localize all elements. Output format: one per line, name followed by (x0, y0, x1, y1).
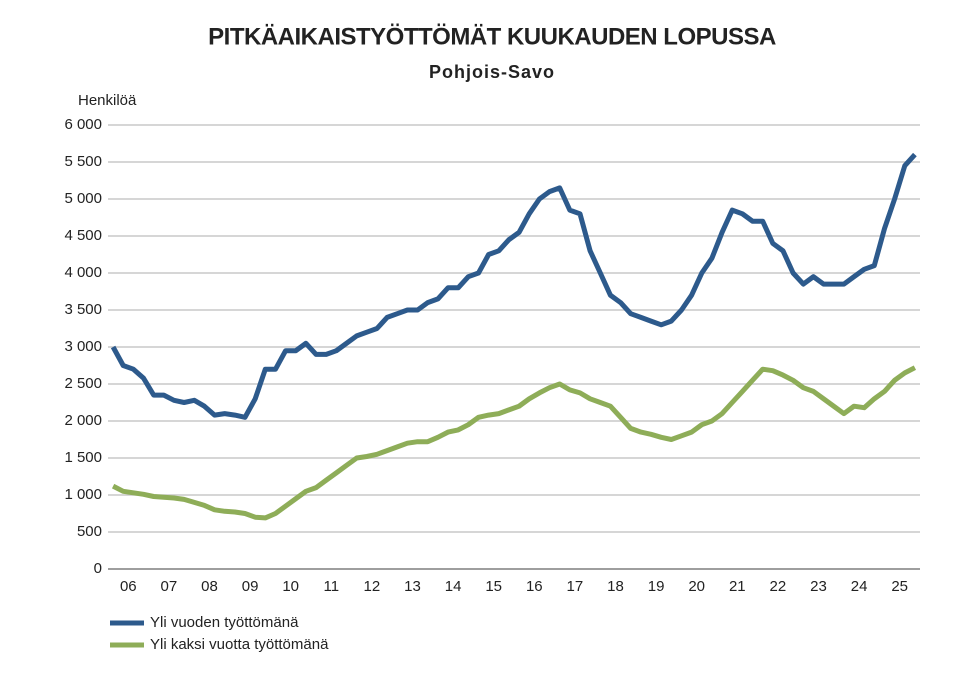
y-tick-label: 2 500 (64, 375, 102, 392)
x-tick-label: 20 (688, 578, 705, 595)
x-tick-label: 24 (851, 578, 868, 595)
x-tick-label: 25 (891, 578, 908, 595)
x-tick-label: 11 (324, 578, 340, 595)
y-tick-label: 2 000 (64, 412, 102, 429)
x-tick-label: 17 (567, 578, 584, 595)
y-tick-label: 4 000 (64, 264, 102, 281)
data-line (111, 365, 917, 521)
x-tick-label: 07 (161, 578, 178, 595)
x-tick-label: 12 (364, 578, 381, 595)
x-tick-label: 15 (485, 578, 502, 595)
x-tick-label: 13 (404, 578, 421, 595)
y-tick-label: 6 000 (64, 116, 102, 133)
x-tick-label: 22 (770, 578, 787, 595)
legend-label: Yli vuoden työttömänä (150, 614, 299, 631)
chart-title: PITKÄAIKAISTYÖTTÖMÄT KUUKAUDEN LOPUSSA (208, 23, 776, 50)
y-tick-label: 3 500 (64, 301, 102, 318)
data-line (110, 152, 917, 420)
x-tick-label: 08 (201, 578, 218, 595)
x-tick-label: 23 (810, 578, 827, 595)
x-tick-label: 09 (242, 578, 259, 595)
y-tick-label: 0 (94, 560, 102, 577)
x-tick-label: 19 (648, 578, 665, 595)
y-tick-label: 4 500 (64, 227, 102, 244)
y-tick-label: 3 000 (64, 338, 102, 355)
legend-label: Yli kaksi vuotta työttömänä (150, 636, 329, 653)
chart-subtitle: Pohjois-Savo (429, 62, 555, 82)
x-tick-label: 14 (445, 578, 462, 595)
y-tick-label: 500 (77, 523, 102, 540)
y-axis-label: Henkilöä (78, 92, 137, 109)
y-tick-label: 1 500 (64, 449, 102, 466)
x-tick-label: 21 (729, 578, 746, 595)
y-tick-label: 1 000 (64, 486, 102, 503)
x-tick-label: 10 (282, 578, 299, 595)
x-tick-label: 06 (120, 578, 137, 595)
y-tick-label: 5 500 (64, 153, 102, 170)
x-tick-label: 18 (607, 578, 624, 595)
y-tick-label: 5 000 (64, 190, 102, 207)
x-tick-label: 16 (526, 578, 543, 595)
